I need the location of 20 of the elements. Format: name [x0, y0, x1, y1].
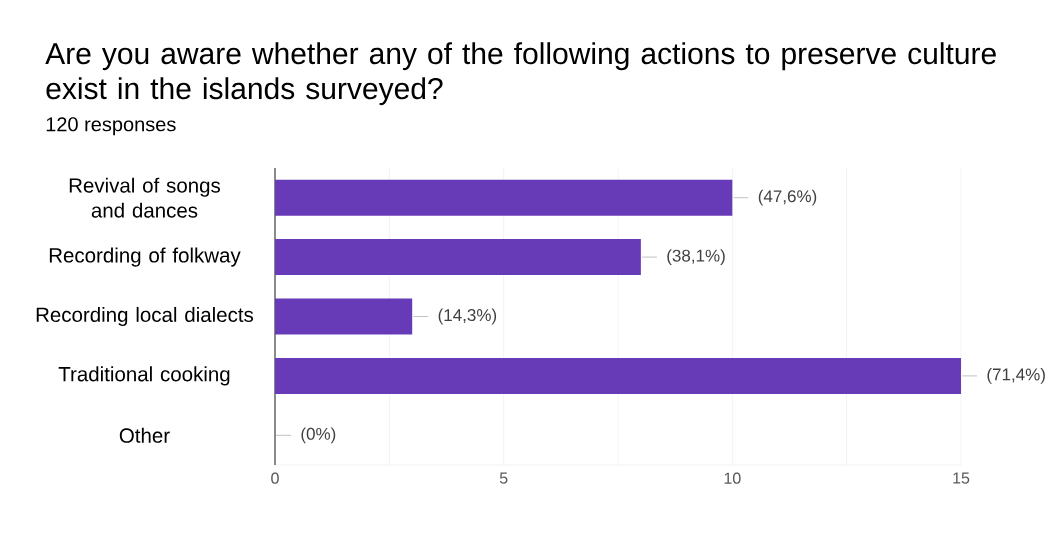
- y-tick-label: Traditional cooking: [58, 366, 230, 386]
- annotation: (14,3%): [438, 308, 497, 325]
- x-tick-label: 10: [724, 472, 741, 484]
- y-tick-label: Other: [119, 427, 170, 443]
- y-tick-label: Revival of songs and dances: [69, 177, 221, 218]
- annotation: (71,4%): [987, 367, 1045, 384]
- x-tick-label: 5: [499, 472, 508, 484]
- chart-title: Are you aware whether any of the following actions to preserve culture exist in the islands surveyed?: [45, 42, 996, 106]
- annotation: (47,6%): [758, 189, 817, 206]
- y-tick-label: Recording local dialects: [36, 306, 254, 327]
- text: 120 responses: [46, 117, 176, 136]
- annotation: (38,1%): [667, 249, 725, 266]
- y-tick-label: Recording of folkway: [49, 247, 241, 267]
- bar: [275, 239, 641, 276]
- bar: [275, 357, 962, 394]
- x-tick-label: 15: [953, 472, 970, 484]
- x-tick-label: 0: [271, 472, 279, 484]
- annotation: (0%): [301, 427, 336, 444]
- bar: [275, 298, 413, 335]
- bar: [275, 179, 733, 216]
